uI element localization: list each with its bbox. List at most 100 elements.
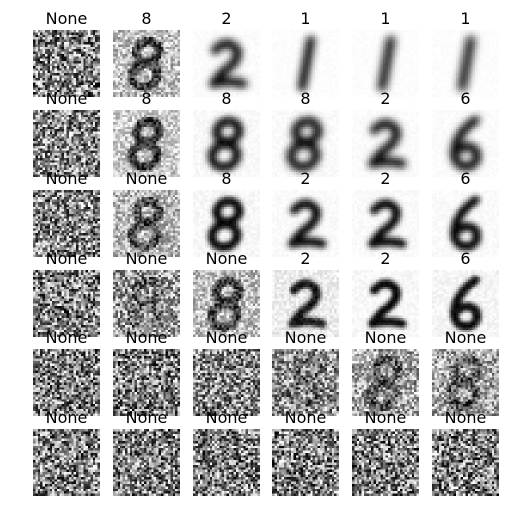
cell-label: None <box>206 328 248 347</box>
sample-image <box>33 429 100 496</box>
grid-cell: 8 <box>272 89 339 177</box>
cell-label: 1 <box>300 9 310 28</box>
grid-cell: None <box>193 408 260 496</box>
grid-cell: None <box>432 328 499 416</box>
grid-cell: None <box>272 408 339 496</box>
sample-image <box>193 429 260 496</box>
sample-image <box>432 110 499 177</box>
cell-label: 8 <box>221 169 231 188</box>
cell-label: 8 <box>141 89 151 108</box>
cell-label: 6 <box>460 169 470 188</box>
grid-cell: None <box>113 169 180 257</box>
sample-image <box>272 30 339 97</box>
cell-label: None <box>206 249 248 268</box>
sample-image <box>272 429 339 496</box>
grid-cell: 8 <box>193 169 260 257</box>
sample-image <box>272 270 339 337</box>
cell-label: None <box>126 328 168 347</box>
grid-cell: None <box>113 328 180 416</box>
sample-image <box>352 30 419 97</box>
cell-label: 8 <box>221 89 231 108</box>
sample-image <box>113 30 180 97</box>
cell-label: None <box>126 408 168 427</box>
cell-label: 2 <box>380 169 390 188</box>
grid-cell: 2 <box>193 9 260 97</box>
grid-cell: 1 <box>352 9 419 97</box>
cell-label: 6 <box>460 249 470 268</box>
cell-label: 1 <box>380 9 390 28</box>
image-grid: None 8 2 1 1 1 None 8 8 8 2 6 None None 8 2 2 6 None None No… <box>33 9 499 496</box>
cell-label: None <box>365 328 407 347</box>
grid-cell: 2 <box>352 169 419 257</box>
sample-image <box>193 270 260 337</box>
cell-label: 2 <box>380 249 390 268</box>
grid-cell: None <box>33 169 100 257</box>
cell-label: None <box>285 328 327 347</box>
cell-label: None <box>206 408 248 427</box>
sample-image <box>193 30 260 97</box>
cell-label: 2 <box>380 89 390 108</box>
cell-label: None <box>46 89 88 108</box>
grid-cell: None <box>33 9 100 97</box>
grid-cell: None <box>193 328 260 416</box>
grid-cell: 6 <box>432 249 499 337</box>
cell-label: None <box>46 408 88 427</box>
cell-label: 8 <box>141 9 151 28</box>
sample-image <box>193 110 260 177</box>
grid-cell: 2 <box>352 249 419 337</box>
sample-image <box>193 190 260 257</box>
grid-cell: 8 <box>193 89 260 177</box>
grid-cell: 2 <box>352 89 419 177</box>
grid-cell: None <box>193 249 260 337</box>
grid-cell: 6 <box>432 89 499 177</box>
grid-cell: 6 <box>432 169 499 257</box>
sample-image <box>33 30 100 97</box>
sample-image <box>113 190 180 257</box>
grid-cell: 8 <box>113 9 180 97</box>
sample-image <box>33 190 100 257</box>
grid-cell: None <box>33 249 100 337</box>
grid-cell: 1 <box>272 9 339 97</box>
sample-image <box>352 270 419 337</box>
cell-label: 2 <box>300 249 310 268</box>
sample-image <box>432 429 499 496</box>
sample-image <box>272 110 339 177</box>
grid-cell: None <box>352 408 419 496</box>
grid-cell: None <box>432 408 499 496</box>
sample-image <box>432 270 499 337</box>
sample-image <box>352 429 419 496</box>
sample-image <box>193 349 260 416</box>
grid-cell: None <box>33 89 100 177</box>
grid-cell: None <box>113 249 180 337</box>
cell-label: None <box>46 328 88 347</box>
grid-cell: 2 <box>272 169 339 257</box>
cell-label: None <box>285 408 327 427</box>
grid-cell: None <box>352 328 419 416</box>
sample-image <box>272 190 339 257</box>
sample-image <box>432 30 499 97</box>
sample-image <box>432 190 499 257</box>
cell-label: 2 <box>300 169 310 188</box>
grid-cell: 1 <box>432 9 499 97</box>
cell-label: 2 <box>221 9 231 28</box>
sample-image <box>33 110 100 177</box>
cell-label: None <box>126 249 168 268</box>
grid-cell: 8 <box>113 89 180 177</box>
sample-image <box>33 270 100 337</box>
grid-cell: None <box>113 408 180 496</box>
sample-image <box>113 110 180 177</box>
sample-image <box>33 349 100 416</box>
cell-label: 1 <box>460 9 470 28</box>
grid-cell: None <box>33 328 100 416</box>
sample-image <box>113 270 180 337</box>
cell-label: None <box>46 9 88 28</box>
sample-image <box>352 190 419 257</box>
cell-label: None <box>46 249 88 268</box>
sample-image <box>432 349 499 416</box>
sample-image <box>352 110 419 177</box>
cell-label: None <box>445 328 487 347</box>
cell-label: 6 <box>460 89 470 108</box>
cell-label: None <box>445 408 487 427</box>
cell-label: None <box>46 169 88 188</box>
